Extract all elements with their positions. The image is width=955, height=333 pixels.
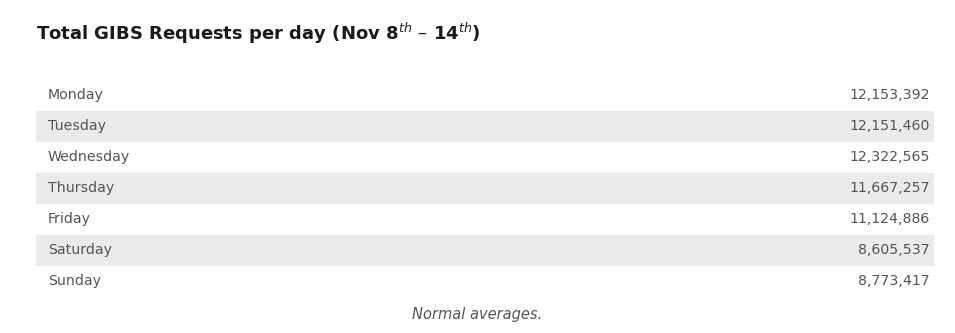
Bar	[36, 173, 934, 204]
Text: 12,151,460: 12,151,460	[850, 119, 930, 134]
Bar	[36, 142, 934, 173]
Text: Sunday: Sunday	[48, 274, 100, 288]
Text: 11,667,257: 11,667,257	[850, 181, 930, 195]
Text: Friday: Friday	[48, 212, 91, 226]
Bar	[36, 204, 934, 235]
Text: 12,153,392: 12,153,392	[850, 88, 930, 103]
Text: Wednesday: Wednesday	[48, 150, 130, 165]
Text: 8,605,537: 8,605,537	[859, 243, 930, 257]
Bar	[36, 80, 934, 111]
Text: Thursday: Thursday	[48, 181, 114, 195]
Text: 12,322,565: 12,322,565	[850, 150, 930, 165]
Text: 8,773,417: 8,773,417	[859, 274, 930, 288]
Text: Saturday: Saturday	[48, 243, 112, 257]
Bar	[36, 111, 934, 142]
Text: Normal averages.: Normal averages.	[413, 307, 542, 322]
Text: Monday: Monday	[48, 88, 104, 103]
Text: Total GIBS Requests per day (Nov 8$^{th}$ – 14$^{th}$): Total GIBS Requests per day (Nov 8$^{th}…	[36, 21, 480, 46]
Text: Tuesday: Tuesday	[48, 119, 106, 134]
Bar	[36, 266, 934, 297]
Text: 11,124,886: 11,124,886	[850, 212, 930, 226]
Bar	[36, 235, 934, 266]
